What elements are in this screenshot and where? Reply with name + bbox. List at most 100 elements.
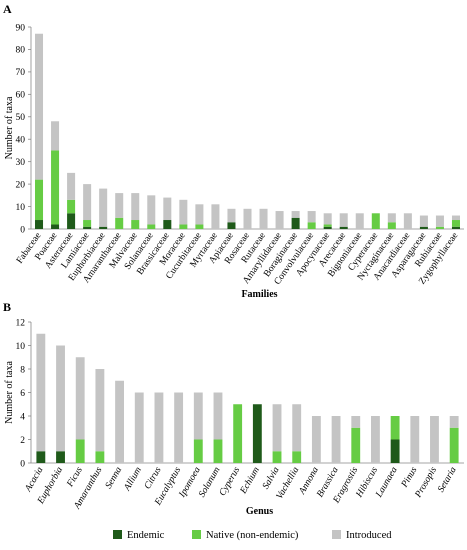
bar-introduced-pinus — [410, 416, 420, 463]
bar-endemic-asteraceae — [67, 213, 76, 229]
legend-label-introduced: Introduced — [346, 530, 392, 541]
legend-label-endemic: Endemic — [127, 530, 165, 541]
bar-introduced-solanaceae — [147, 195, 156, 225]
y-tick-label: 10 — [16, 342, 26, 352]
bar-introduced-acacia — [36, 333, 46, 452]
bar-introduced-rutaceae — [259, 208, 268, 229]
y-tick-label: 40 — [16, 136, 26, 146]
y-tick-label: 70 — [16, 68, 26, 78]
bar-native-cyperaceae — [371, 213, 380, 229]
bar-introduced-eragrostis — [351, 416, 361, 428]
bar-native-cucurbitaceae — [195, 224, 204, 229]
bar-introduced-fabaceae — [35, 33, 44, 180]
bar-introduced-nyctaginaceae — [387, 213, 396, 223]
bar-endemic-echium — [252, 404, 262, 463]
bar-endemic-euphorbiaceae — [99, 226, 108, 229]
bar-introduced-bignoniaceae — [355, 213, 364, 229]
bar-native-convolvulaceae — [307, 222, 316, 229]
bar-introduced-apocynaceae — [323, 213, 332, 225]
bar-introduced-salvia — [272, 404, 282, 452]
x-tick-label: Setaria — [436, 465, 459, 494]
bar-endemic-brassicaceae — [163, 220, 172, 229]
bar-endemic-boraginaceae — [291, 217, 300, 229]
bar-introduced-rubiaceae — [435, 215, 444, 227]
bar-introduced-rosaceae — [243, 208, 252, 229]
x-tick-label: Citrus — [143, 465, 164, 491]
legend-swatch-endemic — [113, 530, 122, 539]
bar-introduced-apiaceae — [227, 208, 236, 223]
y-tick-label: 4 — [20, 412, 25, 422]
y-tick-label: 10 — [16, 203, 26, 213]
bar-introduced-citrus — [154, 392, 164, 463]
bar-native-asteraceae — [67, 199, 76, 214]
bar-introduced-brassicaceae — [163, 197, 172, 221]
y-tick-label: 12 — [16, 318, 26, 328]
bar-native-setaria — [449, 427, 459, 463]
bar-endemic-fabaceae — [35, 220, 44, 229]
bar-endemic-apocynaceae — [323, 226, 332, 229]
bar-introduced-vachellia — [292, 404, 302, 452]
y-tick-label: 6 — [20, 389, 25, 399]
bar-native-ipomoea — [193, 439, 203, 463]
y-tick-label: 8 — [20, 365, 25, 375]
legend: Endemic Native (non-endemic) Introduced — [113, 530, 392, 541]
bar-introduced-senna — [115, 380, 124, 463]
bar-introduced-anacardiaceae — [403, 213, 412, 229]
bar-native-apocynaceae — [323, 224, 332, 227]
bar-introduced-setaria — [449, 416, 459, 428]
bar-introduced-eucalyptus — [174, 392, 184, 463]
bar-native-poaceae — [51, 150, 60, 225]
legend-label-native: Native (non-endemic) — [206, 530, 299, 541]
bar-introduced-asparagaceae — [419, 215, 428, 227]
y-tick-label: 0 — [20, 459, 25, 469]
bar-native-fabaceae — [35, 179, 44, 221]
bar-native-ficus — [75, 439, 85, 463]
x-axis-label: Genus — [246, 506, 273, 517]
y-axis-label: Number of taxa — [4, 361, 15, 424]
x-tick-label: Echium — [238, 465, 262, 496]
x-tick-label: Salvia — [261, 465, 282, 491]
bar-native-rubiaceae — [435, 226, 444, 229]
x-tick-label: Ficus — [65, 465, 85, 489]
bar-introduced-convolvulaceae — [307, 211, 316, 223]
bar-native-nyctaginaceae — [387, 222, 396, 229]
bar-introduced-euphorbiaceae — [99, 188, 108, 227]
bar-native-solanaceae — [147, 224, 156, 229]
bar-introduced-brassica — [331, 416, 341, 463]
bar-introduced-lamiaceae — [83, 184, 92, 221]
bar-native-zygophyllaceae — [451, 220, 460, 227]
bar-native-solanum — [213, 439, 223, 463]
bar-endemic-euphorbia — [56, 451, 65, 463]
bar-native-malvaceae — [131, 220, 140, 229]
bar-native-vachellia — [292, 451, 302, 463]
bar-introduced-arecaceae — [339, 213, 348, 227]
bar-endemic-lamiaceae — [83, 226, 92, 229]
x-tick-label: Pinus — [399, 465, 419, 490]
bar-introduced-ficus — [75, 357, 85, 440]
bar-introduced-amaranthus — [95, 369, 105, 452]
bar-introduced-asteraceae — [67, 172, 76, 200]
bar-native-amaranthus — [95, 451, 105, 463]
bar-native-moraceae — [179, 224, 188, 229]
bar-native-eragrostis — [351, 427, 361, 463]
bar-introduced-prosopis — [430, 416, 439, 463]
bar-introduced-boraginaceae — [291, 211, 300, 218]
bar-introduced-solanum — [213, 392, 223, 440]
bar-introduced-annona — [311, 416, 321, 463]
bar-endemic-asparagaceae — [419, 226, 428, 229]
panel-1-letter: B — [3, 300, 11, 314]
bar-native-salvia — [272, 451, 282, 463]
bar-endemic-apiaceae — [227, 222, 236, 229]
panel-0-letter: A — [3, 2, 12, 16]
legend-swatch-introduced — [332, 530, 341, 539]
x-tick-label: Senna — [104, 465, 124, 490]
y-tick-label: 30 — [16, 158, 26, 168]
bar-introduced-myrtaceae — [211, 204, 220, 229]
bar-introduced-cucurbitaceae — [195, 204, 204, 225]
bar-introduced-moraceae — [179, 199, 188, 225]
y-tick-label: 60 — [16, 91, 26, 101]
bar-native-cyperus — [233, 404, 243, 463]
